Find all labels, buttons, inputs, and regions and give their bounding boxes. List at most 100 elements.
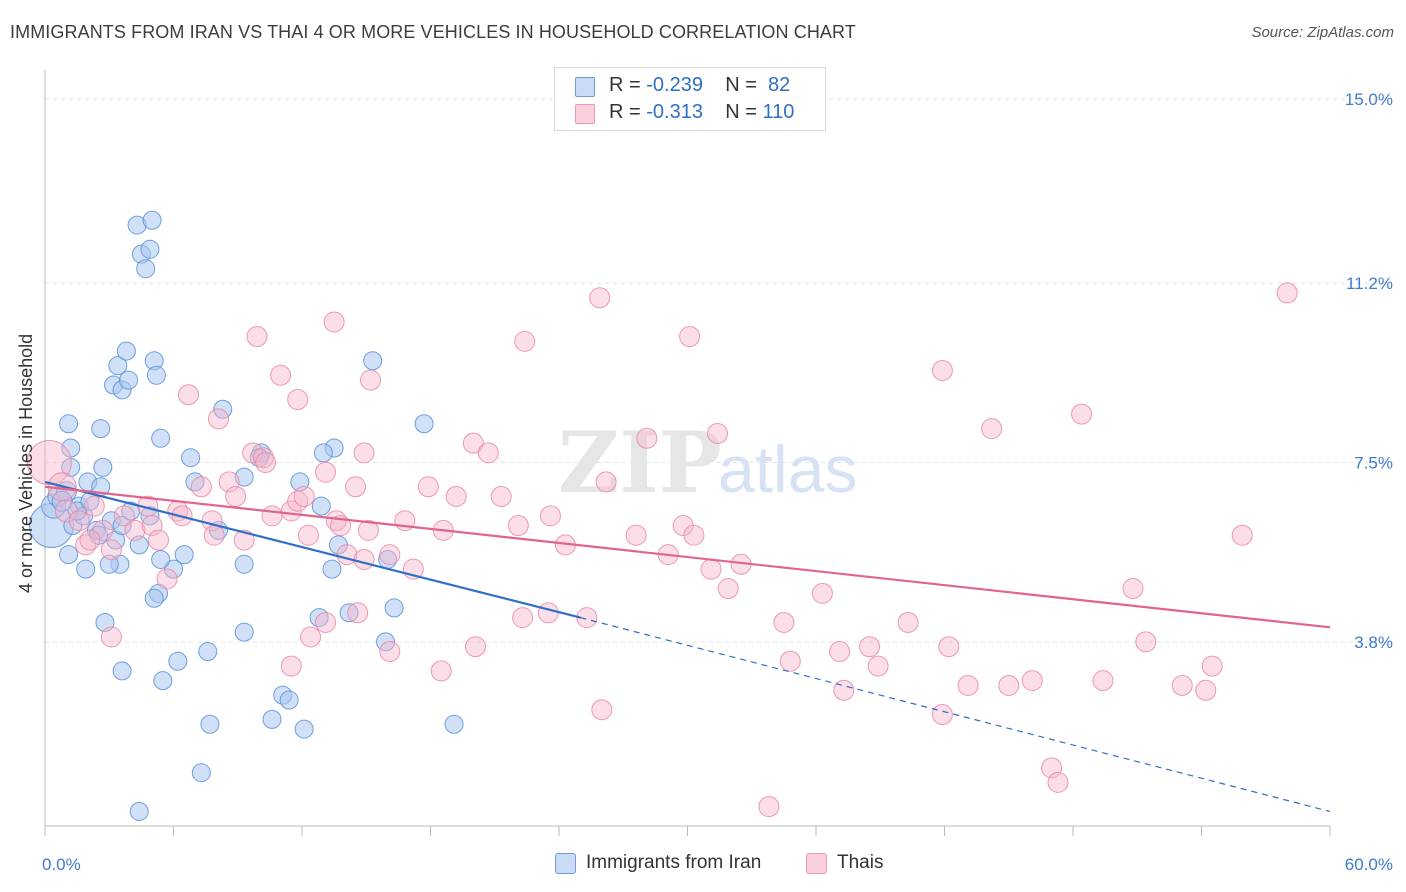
data-point	[153, 671, 173, 691]
data-point	[811, 582, 833, 604]
data-point	[537, 602, 559, 624]
data-point	[931, 359, 953, 381]
data-point	[829, 641, 851, 663]
y-tick-label: 7.5%	[1354, 454, 1393, 473]
data-point	[345, 476, 367, 498]
data-point	[148, 529, 170, 551]
y-tick-label: 11.2%	[1346, 274, 1393, 293]
data-point	[93, 457, 113, 477]
series-swatch-iran	[555, 853, 576, 874]
data-point	[1047, 771, 1069, 793]
data-point	[717, 578, 739, 600]
data-point	[462, 432, 484, 454]
data-point	[507, 515, 529, 537]
data-point	[322, 559, 342, 579]
data-point	[140, 239, 160, 259]
data-point	[261, 505, 283, 527]
data-point	[625, 524, 647, 546]
data-point	[142, 210, 162, 230]
data-point	[347, 602, 369, 624]
data-point	[512, 607, 534, 629]
legend-r-value: -0.239	[646, 74, 703, 96]
series-legend-thais-label: Thais	[837, 852, 884, 873]
data-point	[1071, 403, 1093, 425]
data-point	[833, 679, 855, 701]
trend-line-thais	[44, 485, 1331, 629]
data-point	[679, 326, 701, 348]
data-point	[1201, 655, 1223, 677]
data-point	[464, 636, 486, 658]
data-point	[353, 548, 375, 570]
series-swatch-thais	[806, 853, 827, 874]
legend-n-label: N =	[725, 101, 763, 123]
data-point	[83, 495, 105, 517]
data-point	[262, 709, 282, 729]
trend-line-extension-iran	[580, 617, 1331, 813]
legend-n-value: 110	[762, 101, 795, 123]
data-point	[279, 690, 299, 710]
series-thais-points	[26, 282, 1298, 818]
legend-r-value: -0.313	[646, 101, 703, 123]
stats-legend: R = -0.239 N = 82 R = -0.313 N = 110	[554, 67, 826, 131]
data-point	[129, 801, 149, 821]
data-point	[177, 384, 199, 406]
data-points	[26, 210, 1298, 821]
data-point	[683, 524, 705, 546]
data-point	[76, 559, 96, 579]
data-point	[998, 674, 1020, 696]
data-point	[1171, 674, 1193, 696]
data-point	[174, 545, 194, 565]
legend-n-value: 82	[768, 74, 791, 96]
data-point	[59, 414, 79, 434]
data-point	[1122, 578, 1144, 600]
data-point	[100, 626, 122, 648]
data-point	[68, 510, 90, 532]
data-point	[313, 443, 333, 463]
chart-title: IMMIGRANTS FROM IRAN VS THAI 4 OR MORE V…	[10, 22, 856, 42]
data-point	[315, 611, 337, 633]
data-point	[477, 442, 499, 464]
series-legend: Immigrants from Iran Thais	[0, 850, 1406, 880]
data-point	[116, 341, 136, 361]
trend-lines	[44, 480, 1331, 813]
data-point	[156, 568, 178, 590]
x-tick-label: 0.0%	[42, 855, 81, 874]
data-point	[859, 636, 881, 658]
y-axis-label: 4 or more Vehicles in Household	[16, 333, 36, 593]
data-point	[207, 408, 229, 430]
data-point	[1231, 524, 1253, 546]
tick-labels: 3.8% 7.5% 11.2% 15.0% 0.0% 60.0%	[42, 90, 1393, 874]
data-point	[758, 796, 780, 818]
data-point	[181, 448, 201, 468]
data-point	[144, 588, 164, 608]
data-point	[234, 622, 254, 642]
data-point	[293, 485, 315, 507]
data-point	[100, 539, 122, 561]
grid-lines	[45, 98, 1390, 643]
data-point	[234, 554, 254, 574]
data-point	[136, 259, 156, 279]
watermark-zip: ZIP	[558, 413, 722, 512]
data-point	[897, 611, 919, 633]
data-point	[384, 598, 404, 618]
legend-swatch-iran	[575, 77, 595, 97]
data-point	[190, 476, 212, 498]
data-point	[300, 626, 322, 648]
data-point	[636, 427, 658, 449]
data-point	[119, 370, 139, 390]
legend-n-label: N =	[725, 74, 763, 96]
data-point	[1276, 282, 1298, 304]
axes	[44, 70, 1331, 836]
data-point	[233, 529, 255, 551]
series-legend-iran-label: Immigrants from Iran	[586, 852, 762, 873]
source-label: Source: ZipAtlas.com	[1251, 24, 1394, 41]
data-point	[315, 461, 337, 483]
data-point	[203, 524, 225, 546]
data-point	[151, 549, 171, 569]
data-point	[357, 519, 379, 541]
data-point	[490, 485, 512, 507]
data-point	[379, 641, 401, 663]
data-point	[225, 485, 247, 507]
data-point	[706, 422, 728, 444]
data-point	[539, 505, 561, 527]
